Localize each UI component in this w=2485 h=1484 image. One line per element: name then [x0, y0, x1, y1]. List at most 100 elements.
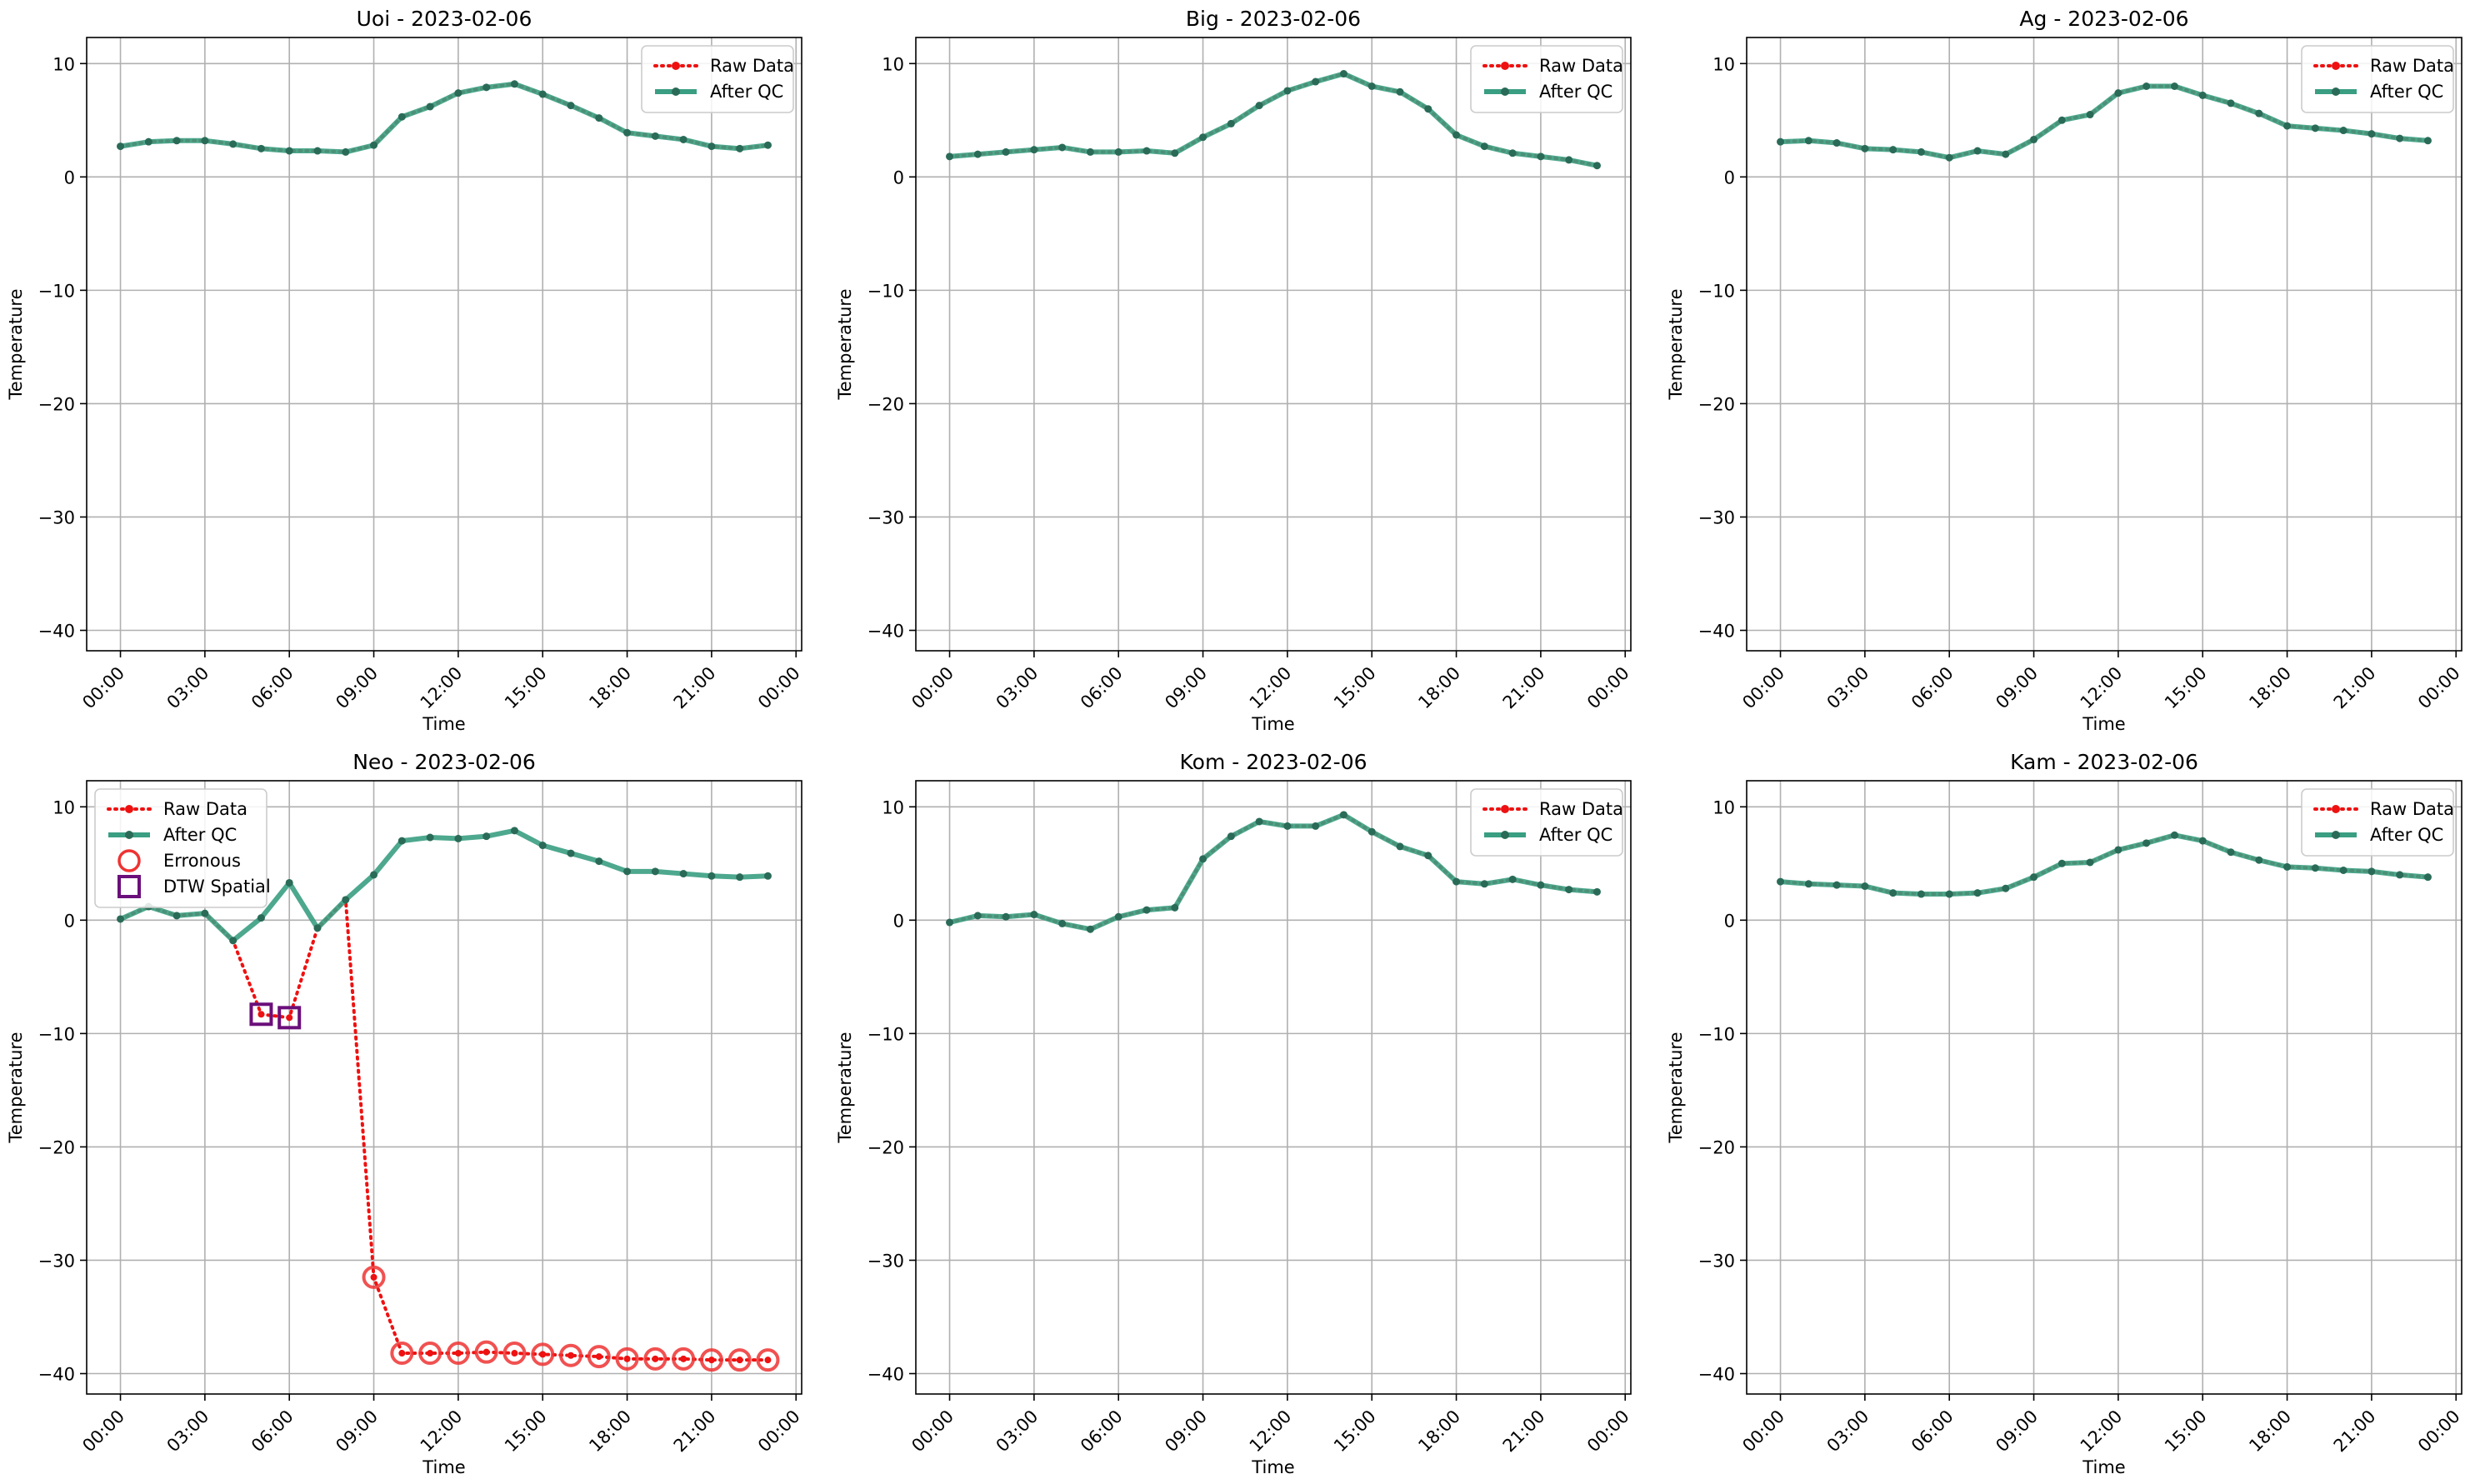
subplot-3: 10 0 −10 −20 −30 −40 00:00 03:00 06:00 09:00 12:00… [1666, 7, 2464, 734]
y-tick-label: −20 [1698, 394, 1735, 414]
after-qc-point [1002, 912, 1010, 921]
after-qc-point [1804, 880, 1812, 888]
after-qc-point [736, 873, 744, 882]
after-qc-point [1804, 137, 1812, 145]
x-tick-label: 09:00 [1992, 663, 2042, 713]
after-qc-point [2058, 116, 2066, 124]
after-qc-point [1424, 852, 1432, 860]
x-tick-label: 09:00 [1992, 1407, 2042, 1457]
x-tick-label: 06:00 [1908, 663, 1958, 713]
after-qc-point [1861, 882, 1869, 891]
x-tick-label: 21:00 [670, 1407, 720, 1457]
raw-data-point [427, 1350, 434, 1357]
legend-box [2301, 788, 2454, 857]
after-qc-point [1537, 881, 1545, 889]
raw-data-point [736, 1357, 743, 1364]
subplot-6: 10 0 −10 −20 −30 −40 00:00 03:00 06:00 09:00 12:00… [1666, 750, 2464, 1477]
x-tick-label: 00:00 [1738, 1407, 1788, 1457]
axes-frame [1746, 37, 2462, 652]
y-tick-label: −20 [868, 394, 904, 414]
after-qc-point [1114, 912, 1122, 921]
after-qc-line [948, 812, 1598, 932]
y-tick-label: −20 [868, 1137, 904, 1157]
x-axis-label: Time [2082, 1457, 2125, 1477]
x-axis-label: Time [422, 714, 465, 734]
y-tick-label: 0 [1724, 167, 1735, 187]
after-qc-point [1777, 877, 1785, 886]
subplot-4: 10 0 −10 −20 −30 −40 00:00 03:00 06:00 09:00 12:00… [6, 750, 804, 1477]
after-qc-point [454, 89, 462, 97]
after-qc-point [1452, 131, 1461, 139]
x-tick-label: 18:00 [2245, 1407, 2295, 1457]
x-tick-label: 03:00 [1823, 663, 1873, 713]
raw-data-point [764, 1357, 772, 1364]
x-tick-label: 09:00 [332, 1407, 382, 1457]
legend-erroneous-swatch [118, 849, 141, 872]
x-tick-label: 06:00 [248, 663, 298, 713]
chart-title: Neo - 2023-02-06 [352, 750, 536, 774]
after-qc-point [257, 144, 265, 152]
x-tick-label: 03:00 [1823, 1407, 1873, 1457]
after-qc-point [426, 102, 434, 111]
subplot-5: 10 0 −10 −20 −30 −40 00:00 03:00 06:00 09:00 12:00… [835, 750, 1633, 1477]
after-qc-point [2030, 873, 2038, 882]
legend: Raw Data After QC [2301, 788, 2454, 857]
after-qc-point [1508, 149, 1517, 157]
after-qc-point [1339, 70, 1348, 78]
raw-data-point [680, 1355, 688, 1362]
after-qc-point [538, 90, 547, 98]
x-axis-label: Time [422, 1457, 465, 1477]
grid [1747, 37, 2462, 651]
erroneous-marker [390, 1342, 414, 1366]
erroneous-marker [672, 1347, 696, 1371]
chart-title: Uoi - 2023-02-06 [357, 7, 532, 31]
after-qc-point [1030, 911, 1038, 919]
raw-data-point [511, 1350, 518, 1357]
x-tick-label: 06:00 [1908, 1407, 1958, 1457]
after-qc-line [949, 71, 1598, 168]
x-tick-label: 12:00 [1246, 1407, 1296, 1457]
after-qc-point [1777, 137, 1785, 146]
after-qc-point [1058, 919, 1067, 927]
erroneous-marker [699, 1348, 723, 1372]
after-qc-point [201, 137, 209, 145]
after-qc-point [2339, 127, 2348, 135]
legend-qc-marker [125, 831, 133, 839]
y-tick-label: −10 [868, 1024, 904, 1044]
y-tick-label: 0 [64, 167, 75, 187]
after-qc-point [1889, 146, 1898, 154]
x-tick-label: 00:00 [754, 663, 804, 713]
after-qc-point [2198, 837, 2207, 845]
raw-data-point [539, 1351, 547, 1358]
legend-label: Raw Data [2370, 799, 2454, 819]
y-tick-label: −10 [38, 1024, 75, 1044]
x-tick-label: 00:00 [1583, 1407, 1633, 1457]
after-qc-point [229, 140, 238, 148]
after-qc-point [117, 142, 125, 151]
y-tick-label: 10 [882, 54, 904, 74]
legend-qc-marker [2332, 87, 2340, 96]
raw-data-point [652, 1355, 659, 1362]
after-qc-point [2114, 89, 2122, 97]
x-tick-label: 09:00 [1161, 663, 1211, 713]
after-qc-point [1537, 152, 1545, 161]
after-qc-point [1480, 880, 1488, 888]
after-qc-point [370, 141, 378, 149]
after-qc-point [2255, 109, 2263, 117]
after-qc-point [2002, 150, 2010, 158]
after-qc-point [1424, 105, 1432, 113]
legend-label: After QC [2370, 825, 2443, 845]
x-tick-label: 15:00 [2161, 1407, 2211, 1457]
after-qc-point [2339, 866, 2348, 874]
legend: Raw Data After QC Erronous DTW Spatial [94, 788, 271, 908]
after-qc-point [1396, 87, 1404, 96]
y-tick-label: −40 [1698, 622, 1735, 642]
legend-raw-marker [2332, 62, 2340, 70]
x-tick-label: 00:00 [908, 663, 958, 713]
after-qc-point [1086, 147, 1094, 156]
after-qc-point [1973, 889, 1982, 897]
x-tick-label: 18:00 [585, 1407, 635, 1457]
grid [87, 37, 802, 651]
y-axis-label: Temperature [1666, 1032, 1686, 1143]
after-qc-point [370, 871, 378, 879]
